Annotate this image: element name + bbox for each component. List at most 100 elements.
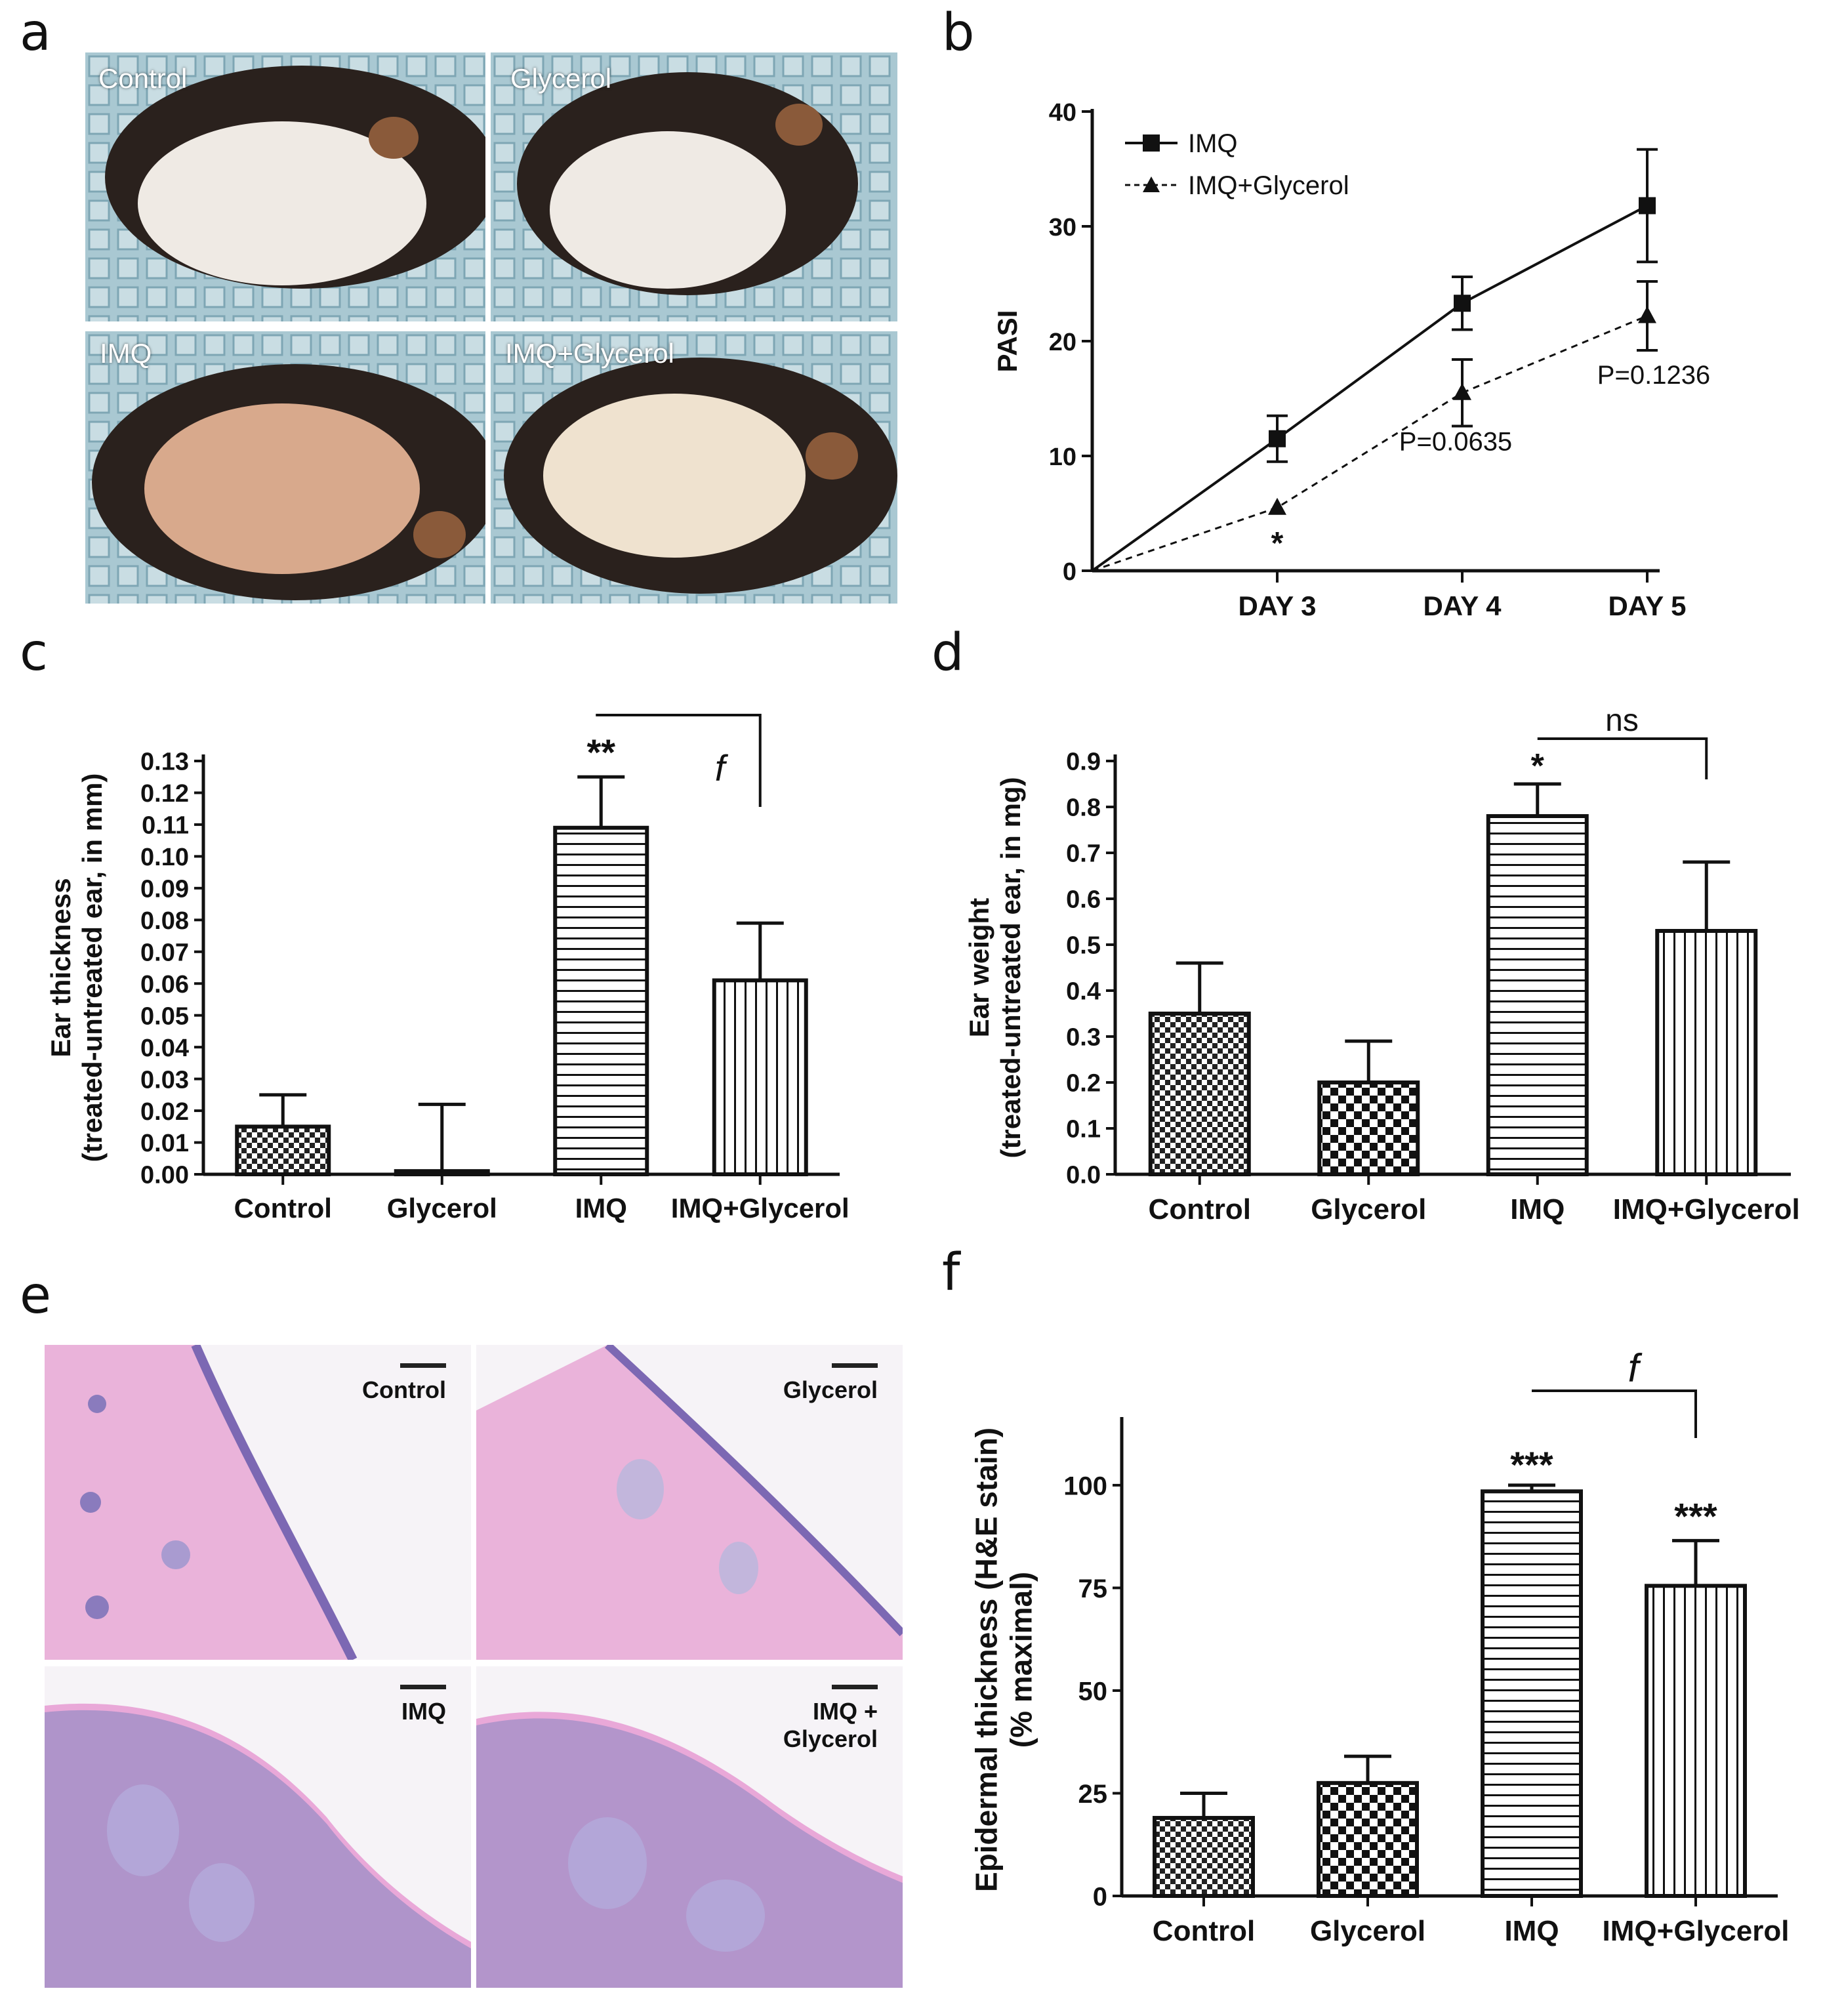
- histology-image: [45, 1666, 471, 1988]
- chart-b-pasi-line: 0 10 20 30 40 DAY 3 DAY 4 DAY 5 PASI IMQ IMQ+Glyce…: [992, 99, 1710, 621]
- data-point-square: [1454, 295, 1471, 312]
- y-tick-label: 0.8: [1066, 794, 1101, 822]
- y-tick-label: 40: [1049, 99, 1076, 127]
- bar: [394, 1169, 490, 1177]
- mouse-photo-image: [85, 331, 485, 604]
- panel-letter-b: b: [942, 3, 975, 62]
- x-tick-label: IMQ: [575, 1193, 627, 1224]
- y-tick-label: 0.07: [140, 939, 189, 966]
- bar: [1317, 1080, 1420, 1176]
- significance-stars: ***: [1674, 1495, 1717, 1536]
- histology-image: [476, 1666, 903, 1988]
- y-axis-label: Ear weight(treated-untreated ear, in mg): [964, 777, 1026, 1158]
- chart-f-epidermal-thickness: 0 25 50 75 100 Control Glycerol IMQ IMQ+Glycerol…: [970, 1346, 1790, 1947]
- histology-image: [476, 1345, 903, 1660]
- x-tick-label: IMQ+Glycerol: [1613, 1193, 1800, 1225]
- photo-imq: IMQ: [85, 331, 485, 604]
- y-tick-label: 0.5: [1066, 932, 1101, 960]
- y-tick-label: 0.08: [140, 907, 189, 935]
- y-tick-label: 0.13: [140, 749, 189, 776]
- y-tick-label: 0.09: [140, 876, 189, 903]
- y-tick-label: 20: [1049, 329, 1076, 356]
- y-tick-label: 0.06: [140, 971, 189, 998]
- x-tick-label: DAY 4: [1423, 590, 1502, 621]
- y-tick-label: 0.11: [142, 812, 189, 840]
- y-tick-label: 100: [1063, 1471, 1107, 1500]
- bar: [1317, 1780, 1419, 1899]
- significance-ns: ns: [1605, 703, 1639, 738]
- series-line: [1091, 204, 1648, 572]
- panel-letter-f: f: [942, 1243, 960, 1302]
- data-point-triangle: [1638, 306, 1656, 323]
- photo-label: IMQ+Glycerol: [505, 338, 674, 369]
- y-tick-label: 0: [1093, 1882, 1107, 1911]
- significance-star: *: [1271, 526, 1284, 561]
- legend-label: IMQ+Glycerol: [1188, 171, 1349, 200]
- y-tick-label: 0.02: [140, 1098, 189, 1126]
- bar: [1655, 929, 1758, 1176]
- y-tick-label: 0.2: [1066, 1070, 1101, 1098]
- legend-label: IMQ: [1188, 129, 1238, 158]
- y-tick-label: 0.3: [1066, 1024, 1101, 1052]
- histology-image: [45, 1345, 471, 1660]
- significance-stars: ***: [1510, 1444, 1553, 1485]
- photo-label: Glycerol: [510, 63, 612, 94]
- chart-d-ear-weight: 0.0 0.1 0.2 0.3 0.4 0.5 0.6 0.7 0.8 0.9 Control Gly…: [964, 703, 1800, 1225]
- p-value-annotation: P=0.0635: [1399, 427, 1512, 456]
- x-tick-label: Glycerol: [1311, 1193, 1426, 1225]
- histo-imq: IMQ: [45, 1666, 471, 1988]
- y-tick-label: 0.7: [1066, 840, 1101, 868]
- p-value-annotation: P=0.1236: [1597, 361, 1710, 390]
- panel-letter-a: a: [20, 3, 51, 62]
- data-point-triangle: [1453, 382, 1471, 400]
- x-tick-label: Control: [1153, 1915, 1255, 1947]
- data-point-square: [1639, 197, 1656, 215]
- significance-star: *: [1531, 747, 1545, 785]
- y-tick-label: 0.6: [1066, 886, 1101, 914]
- scale-bar: [832, 1685, 878, 1689]
- data-point-square: [1269, 430, 1286, 447]
- scale-bar: [832, 1363, 878, 1368]
- bar: [1481, 1489, 1583, 1899]
- mouse-photo-image: [491, 331, 897, 604]
- panel-letter-e: e: [20, 1266, 51, 1325]
- y-tick-label: 75: [1078, 1574, 1108, 1603]
- histo-label: IMQ: [401, 1698, 446, 1725]
- photo-imq-glycerol: IMQ+Glycerol: [491, 331, 897, 604]
- bar: [1645, 1584, 1747, 1898]
- bar: [1486, 814, 1589, 1176]
- mouse-photo-image: [491, 52, 897, 321]
- series-line: [1092, 315, 1648, 572]
- histo-label: Glycerol: [783, 1376, 878, 1403]
- bar: [1148, 1012, 1251, 1176]
- y-tick-label: 0.03: [140, 1066, 189, 1094]
- legend-marker-square: [1143, 134, 1160, 152]
- mouse-photo-image: [85, 52, 485, 321]
- x-tick-label: IMQ: [1510, 1193, 1565, 1225]
- y-tick-label: 0.1: [1066, 1116, 1101, 1143]
- significance-f: f: [715, 747, 729, 789]
- y-tick-label: 0.01: [140, 1130, 189, 1157]
- photo-label: IMQ: [100, 338, 152, 369]
- bar: [712, 978, 808, 1176]
- y-tick-label: 0.10: [140, 844, 189, 871]
- photo-glycerol: Glycerol: [491, 52, 897, 321]
- comparison-bracket: [596, 714, 762, 807]
- histo-glycerol: Glycerol: [476, 1345, 903, 1660]
- histo-label: Control: [362, 1376, 446, 1403]
- data-point-triangle: [1268, 497, 1286, 515]
- photo-label: Control: [98, 63, 188, 94]
- y-axis-label: Ear thickness(treated-untreated ear, in …: [45, 773, 108, 1162]
- scale-bar: [400, 1363, 446, 1368]
- histo-imq-glycerol: IMQ + Glycerol: [476, 1666, 903, 1988]
- y-tick-label: 0.4: [1066, 978, 1101, 1006]
- panel-letter-d: d: [932, 623, 964, 682]
- y-tick-label: 0.05: [140, 1002, 189, 1030]
- x-tick-label: IMQ+Glycerol: [1603, 1915, 1790, 1947]
- comparison-bracket: [1537, 737, 1708, 779]
- x-tick-label: DAY 5: [1608, 590, 1686, 621]
- histo-control: Control: [45, 1345, 471, 1660]
- chart-c-ear-thickness: 0.00 0.01 0.02 0.03 0.04 0.05 0.06 0.07 0.08 0.09…: [45, 714, 850, 1224]
- bar: [553, 825, 649, 1176]
- comparison-bracket: [1532, 1389, 1697, 1438]
